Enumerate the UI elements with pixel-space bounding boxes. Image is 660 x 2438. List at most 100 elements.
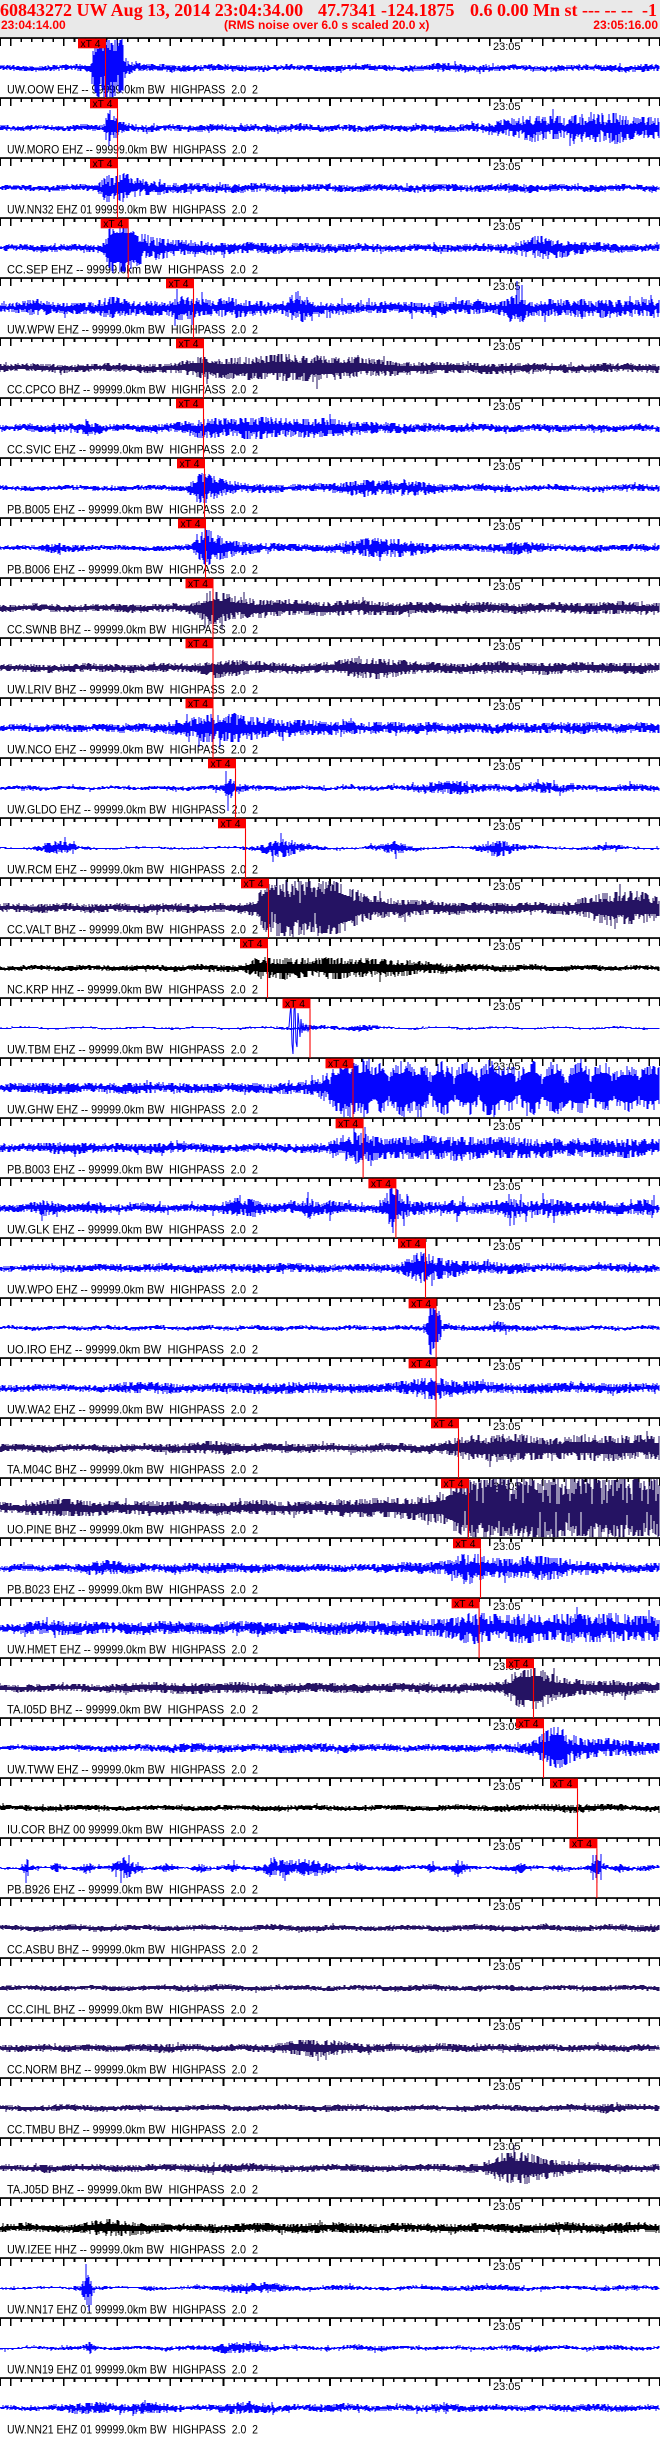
svg-text:23:05: 23:05 xyxy=(493,821,521,833)
svg-text:PB.B006 EHZ -- 99999.0km BW H: PB.B006 EHZ -- 99999.0km BW HIGHPASS 2.0… xyxy=(7,563,258,577)
svg-text:23:05: 23:05 xyxy=(493,1841,521,1853)
svg-text:CC.TMBU BHZ -- 99999.0km BW H: CC.TMBU BHZ -- 99999.0km BW HIGHPASS 2.0… xyxy=(7,2123,258,2137)
svg-text:UW.GHW EHZ -- 99999.0km BW HI: UW.GHW EHZ -- 99999.0km BW HIGHPASS 2.0 … xyxy=(7,1103,258,1117)
svg-text:CC.ASBU BHZ -- 99999.0km BW H: CC.ASBU BHZ -- 99999.0km BW HIGHPASS 2.0… xyxy=(7,1943,258,1957)
svg-text:UW.GLK EHZ -- 99999.0km BW HI: UW.GLK EHZ -- 99999.0km BW HIGHPASS 2.0 … xyxy=(7,1223,258,1237)
svg-text:UW.NN19 EHZ 01 99999.0km BW H: UW.NN19 EHZ 01 99999.0km BW HIGHPASS 2.0… xyxy=(7,2363,258,2377)
svg-text:UW.RCM EHZ -- 99999.0km BW HI: UW.RCM EHZ -- 99999.0km BW HIGHPASS 2.0 … xyxy=(7,863,258,877)
svg-text:UW.LRIV BHZ -- 99999.0km BW H: UW.LRIV BHZ -- 99999.0km BW HIGHPASS 2.0… xyxy=(7,683,258,697)
svg-text:UW.OOW EHZ -- 99999.0km BW HI: UW.OOW EHZ -- 99999.0km BW HIGHPASS 2.0 … xyxy=(7,83,258,97)
svg-text:UW.MORO EHZ -- 99999.0km BW H: UW.MORO EHZ -- 99999.0km BW HIGHPASS 2.0… xyxy=(7,143,258,157)
svg-text:23:05: 23:05 xyxy=(493,1721,521,1733)
svg-text:PB.B023 EHZ -- 99999.0km BW H: PB.B023 EHZ -- 99999.0km BW HIGHPASS 2.0… xyxy=(7,1583,258,1597)
svg-text:xT 4: xT 4 xyxy=(81,39,101,50)
svg-text:23:05: 23:05 xyxy=(493,881,521,893)
svg-text:23:05: 23:05 xyxy=(493,1301,521,1313)
svg-text:23:05: 23:05 xyxy=(493,1901,521,1913)
svg-text:23:05: 23:05 xyxy=(493,1781,521,1793)
svg-text:CC.SEP EHZ -- 99999.0km BW HI: CC.SEP EHZ -- 99999.0km BW HIGHPASS 2.0 … xyxy=(7,263,258,277)
svg-text:xT 4: xT 4 xyxy=(93,159,113,170)
svg-text:CC.NORM BHZ -- 99999.0km BW H: CC.NORM BHZ -- 99999.0km BW HIGHPASS 2.0… xyxy=(7,2063,258,2077)
svg-text:xT 4: xT 4 xyxy=(103,219,123,230)
svg-text:23:05: 23:05 xyxy=(493,581,521,593)
svg-text:23:05: 23:05 xyxy=(493,2201,521,2213)
svg-text:xT 4: xT 4 xyxy=(371,1179,391,1190)
svg-text:23:05: 23:05 xyxy=(493,2321,521,2333)
svg-text:PB.B926 EHZ -- 99999.0km BW H: PB.B926 EHZ -- 99999.0km BW HIGHPASS 2.0… xyxy=(7,1883,258,1897)
svg-text:23:05: 23:05 xyxy=(493,101,521,113)
svg-text:UW.WPW EHZ -- 99999.0km BW HI: UW.WPW EHZ -- 99999.0km BW HIGHPASS 2.0 … xyxy=(7,323,258,337)
svg-text:xT 4: xT 4 xyxy=(553,1779,573,1790)
svg-text:UW.NN17 EHZ 01 99999.0km BW H: UW.NN17 EHZ 01 99999.0km BW HIGHPASS 2.0… xyxy=(7,2303,258,2317)
svg-text:xT 4: xT 4 xyxy=(454,1599,474,1610)
svg-text:xT 4: xT 4 xyxy=(338,1119,358,1130)
svg-text:xT 4: xT 4 xyxy=(179,399,199,410)
svg-text:CC.SWNB BHZ -- 99999.0km BW H: CC.SWNB BHZ -- 99999.0km BW HIGHPASS 2.0… xyxy=(7,623,258,637)
svg-text:UW.IZEE HHZ -- 99999.0km BW H: UW.IZEE HHZ -- 99999.0km BW HIGHPASS 2.0… xyxy=(7,2243,258,2257)
svg-text:xT 4: xT 4 xyxy=(211,759,231,770)
svg-text:xT 4: xT 4 xyxy=(285,999,305,1010)
svg-text:xT 4: xT 4 xyxy=(444,1479,464,1490)
svg-text:xT 4: xT 4 xyxy=(509,1659,529,1670)
svg-text:UW.HMET EHZ -- 99999.0km BW H: UW.HMET EHZ -- 99999.0km BW HIGHPASS 2.0… xyxy=(7,1643,258,1657)
svg-text:23:05: 23:05 xyxy=(493,221,521,233)
svg-text:23:05: 23:05 xyxy=(493,2081,521,2093)
svg-text:CC.CIHL BHZ -- 99999.0km BW H: CC.CIHL BHZ -- 99999.0km BW HIGHPASS 2.0… xyxy=(7,2003,258,2017)
svg-text:23:05: 23:05 xyxy=(493,1241,521,1253)
svg-text:UW.TWW EHZ -- 99999.0km BW HI: UW.TWW EHZ -- 99999.0km BW HIGHPASS 2.0 … xyxy=(7,1763,258,1777)
svg-text:xT 4: xT 4 xyxy=(456,1539,476,1550)
svg-text:PB.B003 EHZ -- 99999.0km BW H: PB.B003 EHZ -- 99999.0km BW HIGHPASS 2.0… xyxy=(7,1163,258,1177)
svg-text:NC.KRP HHZ -- 99999.0km BW HI: NC.KRP HHZ -- 99999.0km BW HIGHPASS 2.0 … xyxy=(7,983,258,997)
svg-text:xT 4: xT 4 xyxy=(411,1359,431,1370)
svg-text:UW.NCO EHZ -- 99999.0km BW HI: UW.NCO EHZ -- 99999.0km BW HIGHPASS 2.0 … xyxy=(7,743,258,757)
svg-text:xT 4: xT 4 xyxy=(188,639,208,650)
svg-text:CC.VALT BHZ -- 99999.0km BW H: CC.VALT BHZ -- 99999.0km BW HIGHPASS 2.0… xyxy=(7,923,258,937)
svg-text:23:05: 23:05 xyxy=(493,1361,521,1373)
svg-text:UO.PINE BHZ -- 99999.0km BW H: UO.PINE BHZ -- 99999.0km BW HIGHPASS 2.0… xyxy=(7,1523,258,1537)
svg-text:PB.B005 EHZ -- 99999.0km BW H: PB.B005 EHZ -- 99999.0km BW HIGHPASS 2.0… xyxy=(7,503,258,517)
svg-text:UW.GLDO EHZ -- 99999.0km BW H: UW.GLDO EHZ -- 99999.0km BW HIGHPASS 2.0… xyxy=(7,803,258,817)
svg-text:UO.IRO EHZ -- 99999.0km BW HI: UO.IRO EHZ -- 99999.0km BW HIGHPASS 2.0 … xyxy=(7,1343,258,1357)
svg-text:TA.M04C BHZ -- 99999.0km BW H: TA.M04C BHZ -- 99999.0km BW HIGHPASS 2.0… xyxy=(7,1463,258,1477)
svg-text:xT 4: xT 4 xyxy=(244,879,264,890)
svg-text:23:05: 23:05 xyxy=(493,2381,521,2393)
svg-text:23:05: 23:05 xyxy=(493,761,521,773)
svg-text:xT 4: xT 4 xyxy=(221,819,241,830)
svg-text:xT 4: xT 4 xyxy=(434,1419,454,1430)
svg-text:CC.SVIC EHZ -- 99999.0km BW H: CC.SVIC EHZ -- 99999.0km BW HIGHPASS 2.0… xyxy=(7,443,258,457)
svg-text:23:05: 23:05 xyxy=(493,1541,521,1553)
svg-text:23:05: 23:05 xyxy=(493,41,521,53)
svg-text:xT 4: xT 4 xyxy=(188,699,208,710)
svg-text:23:05: 23:05 xyxy=(493,1121,521,1133)
svg-text:23:05: 23:05 xyxy=(493,701,521,713)
svg-text:23:05: 23:05 xyxy=(493,1001,521,1013)
svg-text:UW.WA2 EHZ -- 99999.0km BW HI: UW.WA2 EHZ -- 99999.0km BW HIGHPASS 2.0 … xyxy=(7,1403,258,1417)
svg-text:23:05: 23:05 xyxy=(493,2021,521,2033)
svg-text:23:05: 23:05 xyxy=(493,401,521,413)
svg-text:xT 4: xT 4 xyxy=(401,1239,421,1250)
svg-text:UW.NN32 EHZ 01 99999.0km BW H: UW.NN32 EHZ 01 99999.0km BW HIGHPASS 2.0… xyxy=(7,203,258,217)
svg-text:23:05: 23:05 xyxy=(493,1601,521,1613)
svg-text:xT 4: xT 4 xyxy=(169,279,189,290)
svg-text:xT 4: xT 4 xyxy=(181,519,201,530)
svg-text:UW.WPO EHZ -- 99999.0km BW HI: UW.WPO EHZ -- 99999.0km BW HIGHPASS 2.0 … xyxy=(7,1283,258,1297)
svg-text:xT 4: xT 4 xyxy=(243,939,263,950)
svg-text:23:05: 23:05 xyxy=(493,461,521,473)
svg-text:xT 4: xT 4 xyxy=(519,1719,539,1730)
svg-text:xT 4: xT 4 xyxy=(328,1059,348,1070)
svg-text:IU.COR BHZ 00 99999.0km BW HI: IU.COR BHZ 00 99999.0km BW HIGHPASS 2.0 … xyxy=(7,1823,258,1837)
svg-text:23:05: 23:05 xyxy=(493,161,521,173)
svg-text:23:05: 23:05 xyxy=(493,1181,521,1193)
svg-text:TA.J05D BHZ -- 99999.0km BW H: TA.J05D BHZ -- 99999.0km BW HIGHPASS 2.0… xyxy=(7,2183,258,2197)
svg-text:23:05: 23:05 xyxy=(493,281,521,293)
svg-text:23:05: 23:05 xyxy=(493,941,521,953)
svg-text:23:05: 23:05 xyxy=(493,2141,521,2153)
svg-text:23:05: 23:05 xyxy=(493,521,521,533)
svg-text:xT 4: xT 4 xyxy=(180,459,200,470)
svg-text:23:05: 23:05 xyxy=(493,1961,521,1973)
svg-text:xT 4: xT 4 xyxy=(93,99,113,110)
svg-text:UW.TBM EHZ -- 99999.0km BW HI: UW.TBM EHZ -- 99999.0km BW HIGHPASS 2.0 … xyxy=(7,1043,258,1057)
svg-text:23:05: 23:05 xyxy=(493,1421,521,1433)
svg-text:UW.NN21 EHZ 01 99999.0km BW H: UW.NN21 EHZ 01 99999.0km BW HIGHPASS 2.0… xyxy=(7,2423,258,2437)
svg-text:TA.I05D BHZ -- 99999.0km BW H: TA.I05D BHZ -- 99999.0km BW HIGHPASS 2.0… xyxy=(7,1703,258,1717)
